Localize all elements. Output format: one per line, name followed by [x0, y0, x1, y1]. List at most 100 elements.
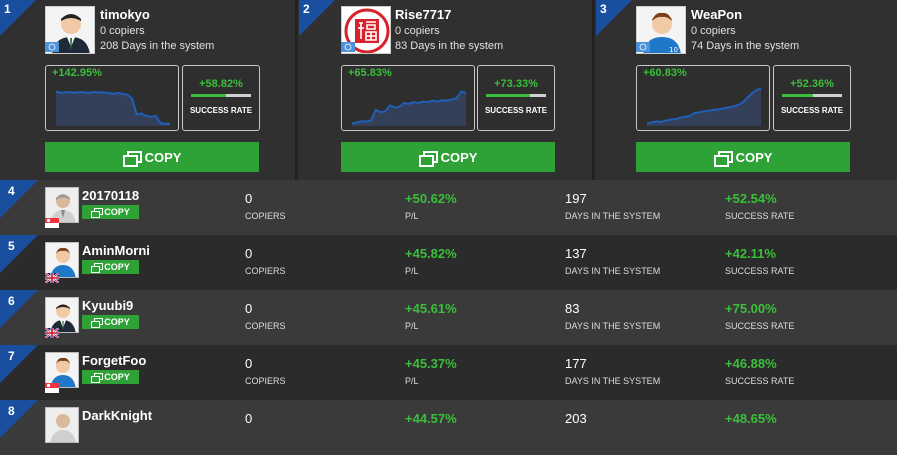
rank-number: 4 [8, 184, 15, 198]
pl-cell: +45.37% P/L [405, 356, 457, 386]
days-in-system: 83 Days in the system [395, 40, 504, 52]
profit-loss-value: +65.83% [348, 67, 392, 79]
copy-label: COPY [735, 149, 773, 165]
un-flag-icon [341, 42, 355, 52]
days-value: 203 [565, 411, 587, 426]
uk-flag-icon [45, 328, 59, 338]
pl-cell: +50.62% P/L [405, 191, 457, 221]
copy-icon [91, 373, 104, 383]
copiers-label: COPIERS [245, 321, 286, 331]
copy-label: COPY [440, 149, 478, 165]
days-cell: 203 [565, 411, 587, 426]
default-avatar-icon[interactable] [45, 187, 79, 223]
success-rate-fill [486, 94, 530, 97]
trader-card-1: 1 timokyo 0 copiers 208 Days in the syst… [0, 0, 297, 180]
success-cell: +46.88% SUCCESS RATE [725, 356, 794, 386]
success-rate-value: +58.82% [199, 78, 243, 90]
copiers-label: COPIERS [245, 211, 286, 221]
pl-label: P/L [405, 376, 419, 386]
success-rate-box: +73.33% SUCCESS RATE [477, 65, 555, 131]
un-flag-icon [636, 42, 650, 52]
success-rate-bar [486, 94, 546, 97]
rank-badge [299, 0, 335, 36]
copiers-cell: 0 COPIERS [245, 191, 286, 221]
days-cell: 177 DAYS IN THE SYSTEM [565, 356, 660, 386]
trader-card-2: 2 Rise7717 0 copiers 83 Days in the syst… [299, 0, 594, 180]
copy-button[interactable]: COPY [341, 142, 555, 172]
sparkline-line [351, 90, 467, 125]
copiers-label: COPIERS [245, 266, 286, 276]
copy-button[interactable]: COPY [82, 315, 139, 329]
success-rate-value: +73.33% [494, 78, 538, 90]
trader-name[interactable]: WeaPon [691, 7, 743, 22]
copy-button[interactable]: COPY [636, 142, 850, 172]
success-cell: +75.00% SUCCESS RATE [725, 301, 794, 331]
success-cell: +42.11% SUCCESS RATE [725, 246, 794, 276]
success-value: +48.65% [725, 411, 777, 426]
copy-button[interactable]: COPY [45, 142, 259, 172]
success-rate-bar [191, 94, 251, 97]
trader-name[interactable]: DarkKnight [82, 408, 153, 423]
pl-value: +45.37% [405, 356, 457, 371]
pl-label: P/L [405, 266, 419, 276]
pl-value: +45.82% [405, 246, 457, 261]
uk-flag-icon [45, 273, 59, 283]
days-cell: 137 DAYS IN THE SYSTEM [565, 246, 660, 276]
copy-icon [713, 151, 733, 167]
success-rate-value: +52.36% [790, 78, 834, 90]
copy-label: COPY [104, 372, 130, 382]
trader-row: 8 DarkKnight 0 +44.57% 203 +48.65% [0, 400, 897, 455]
copiers-count: 0 copiers [395, 25, 440, 37]
days-label: DAYS IN THE SYSTEM [565, 266, 661, 276]
rank-badge [0, 0, 36, 36]
copiers-label: COPIERS [245, 376, 286, 386]
singapore-flag-icon [45, 383, 59, 393]
trader-name[interactable]: AminMorni [82, 243, 150, 258]
default-avatar-icon[interactable] [45, 407, 79, 443]
pl-label: P/L [405, 211, 419, 221]
trader-row: 4 20170118 COPY 0 COPIERS +50.62% P/L 197 D… [0, 180, 897, 235]
profit-loss-value: +142.95% [52, 67, 102, 79]
rank-badge [0, 180, 38, 218]
trader-name[interactable]: timokyo [100, 7, 150, 22]
trader-name[interactable]: 20170118 [82, 188, 140, 203]
copiers-value: 0 [245, 356, 253, 371]
rank-number: 5 [8, 239, 15, 253]
trader-name[interactable]: ForgetFoo [82, 353, 147, 368]
copy-button[interactable]: COPY [82, 260, 139, 274]
days-value: 197 [565, 191, 587, 206]
copiers-value: 0 [245, 411, 253, 426]
soccer-player-avatar-icon[interactable] [45, 242, 79, 278]
success-rate-box: +58.82% SUCCESS RATE [182, 65, 260, 131]
pl-label: P/L [405, 321, 419, 331]
copy-label: COPY [104, 317, 130, 327]
sparkline-area [352, 91, 466, 126]
success-value: +46.88% [725, 356, 777, 371]
businessman-avatar-icon[interactable] [45, 6, 95, 54]
soccer-player-avatar-icon[interactable] [45, 352, 79, 388]
days-label: DAYS IN THE SYSTEM [565, 321, 661, 331]
rank-number: 6 [8, 294, 15, 308]
copiers-cell: 0 COPIERS [245, 246, 286, 276]
copiers-value: 0 [245, 301, 253, 316]
days-value: 137 [565, 246, 587, 261]
days-in-system: 208 Days in the system [100, 40, 215, 52]
pl-value: +44.57% [405, 411, 457, 426]
copiers-count: 0 copiers [691, 25, 736, 37]
top-traders-section: 1 timokyo 0 copiers 208 Days in the syst… [0, 0, 897, 180]
days-label: DAYS IN THE SYSTEM [565, 376, 661, 386]
pl-cell: +44.57% [405, 411, 457, 426]
performance-chart: +60.83% [636, 65, 770, 131]
performance-chart: +142.95% [45, 65, 179, 131]
pl-cell: +45.61% P/L [405, 301, 457, 331]
copy-button[interactable]: COPY [82, 370, 139, 384]
rank-badge [0, 235, 38, 273]
days-value: 177 [565, 356, 587, 371]
trader-row: 5 AminMorni COPY 0 COPIERS +45.82% P/L 137… [0, 235, 897, 290]
trader-name[interactable]: Kyuubi9 [82, 298, 134, 313]
rank-number: 2 [303, 2, 310, 16]
trader-name[interactable]: Rise7717 [395, 7, 452, 22]
days-cell: 83 DAYS IN THE SYSTEM [565, 301, 660, 331]
success-cell: +52.54% SUCCESS RATE [725, 191, 794, 221]
copy-button[interactable]: COPY [82, 205, 139, 219]
